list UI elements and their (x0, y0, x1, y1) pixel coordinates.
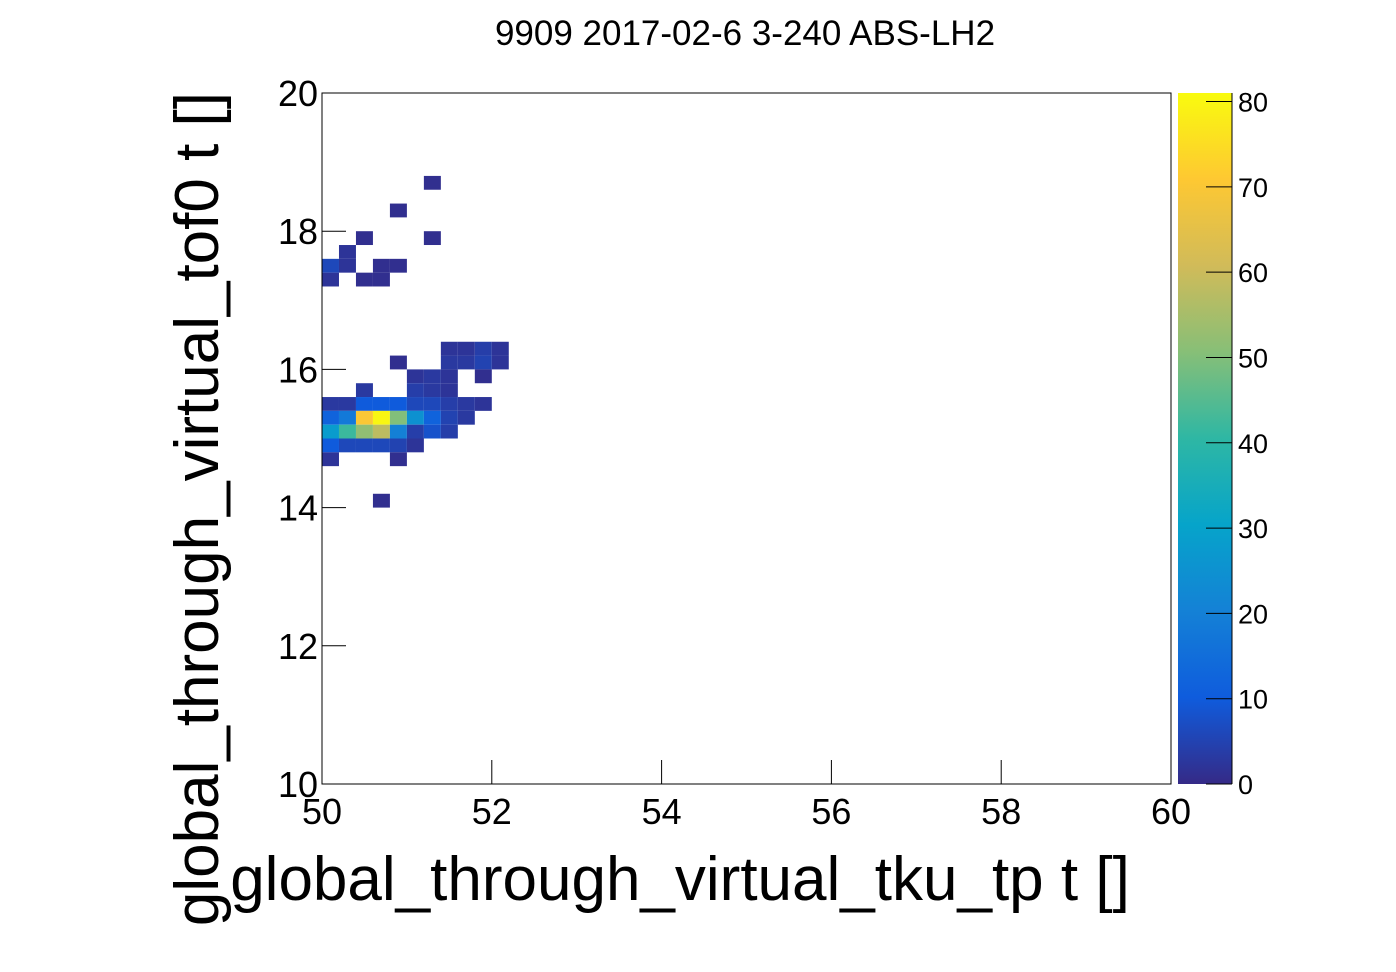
color-bar-tick-label: 70 (1238, 173, 1268, 203)
heatmap-cell (440, 355, 458, 370)
heatmap-cell (322, 258, 339, 273)
heatmap-cell (406, 369, 424, 384)
x-tick-label: 52 (472, 791, 512, 832)
color-bar-tick-label: 0 (1238, 770, 1253, 800)
heatmap-cell (440, 410, 458, 425)
plot-frame (321, 92, 1172, 785)
heatmap-cell (474, 369, 492, 384)
heatmap-cell (406, 424, 424, 439)
heatmap-cell (491, 341, 509, 356)
color-bar-tick-label: 80 (1238, 88, 1268, 118)
x-tick-label: 60 (1151, 791, 1191, 832)
heatmap-cell (389, 397, 407, 411)
heatmap-cell (322, 438, 339, 453)
heatmap-cell (322, 452, 339, 467)
heatmap-cell (389, 438, 407, 453)
color-bar-tick-label: 10 (1238, 685, 1268, 715)
heatmap-cell (389, 355, 407, 370)
heatmap-cell (423, 383, 441, 398)
x-tick-label: 58 (981, 791, 1021, 832)
heatmap-cell (423, 410, 441, 425)
heatmap-cell (355, 231, 373, 246)
heatmap-cell (355, 383, 373, 398)
heatmap-cell (457, 410, 475, 425)
heatmap-cell (338, 258, 356, 273)
x-tick-label: 56 (811, 791, 851, 832)
heatmap-cell (372, 397, 390, 411)
heatmap-cell (423, 175, 441, 190)
heatmap-cell (322, 410, 339, 425)
y-tick-label: 10 (278, 764, 318, 805)
y-tick-label: 12 (278, 626, 318, 667)
heatmap-cell (423, 369, 441, 384)
heatmap-cell (372, 258, 390, 273)
heatmap-cell (338, 438, 356, 453)
heatmap-cell (389, 410, 407, 425)
heatmap-cell (338, 410, 356, 425)
heatmap-cell (372, 493, 390, 508)
heatmap-cell (440, 397, 458, 411)
color-bar (1178, 93, 1232, 784)
heatmap-cell (406, 383, 424, 398)
x-tick-label: 50 (302, 791, 342, 832)
heatmap-cell (355, 397, 373, 411)
y-tick-label: 14 (278, 488, 318, 529)
color-bar-tick-label: 30 (1238, 514, 1268, 544)
y-tick-label: 16 (278, 349, 318, 390)
heatmap-cell (491, 355, 509, 370)
heatmap-cell (457, 341, 475, 356)
heatmap-cell (389, 258, 407, 273)
heatmap-cell (457, 355, 475, 370)
color-bar-tick-label: 20 (1238, 599, 1268, 629)
color-bar-tick-label: 60 (1238, 258, 1268, 288)
heatmap-cell (423, 397, 441, 411)
heatmap-cell (457, 397, 475, 411)
x-tick-label: 54 (642, 791, 682, 832)
heatmap-cell (406, 410, 424, 425)
y-tick-label: 18 (278, 211, 318, 252)
heatmap-cell (474, 341, 492, 356)
chart-title: 9909 2017-02-6 3-240 ABS-LH2 (495, 14, 995, 53)
y-axis-label: global_through_virtual_tof0 t [] (163, 92, 232, 926)
heatmap-cell (389, 424, 407, 439)
heatmap-cell (423, 424, 441, 439)
heatmap-cell (338, 424, 356, 439)
heatmap-cell (355, 410, 373, 425)
heatmap-cell (474, 355, 492, 370)
heatmap-cell (474, 397, 492, 411)
heatmap-cell (322, 424, 339, 439)
heatmap-cell (389, 452, 407, 467)
heatmap-cell (406, 397, 424, 411)
heatmap-cell (355, 438, 373, 453)
heatmap-cell (406, 438, 424, 453)
heatmap-cell (440, 424, 458, 439)
heatmap-cell (322, 397, 339, 411)
heatmap-cell (440, 341, 458, 356)
heatmap-cell (389, 203, 407, 218)
heatmap-cell (440, 383, 458, 398)
color-bar-tick-label: 40 (1238, 429, 1268, 459)
heatmap-cell (372, 424, 390, 439)
color-bar-tick-label: 50 (1238, 343, 1268, 373)
y-tick-label: 20 (278, 73, 318, 114)
heatmap-cell (423, 231, 441, 246)
heatmap-cell (338, 397, 356, 411)
x-axis-label: global_through_virtual_tku_tp t [] (230, 845, 1130, 914)
heatmap-cell (355, 424, 373, 439)
heatmap-cell (372, 272, 390, 287)
heatmap-cell (372, 438, 390, 453)
heatmap-cell (322, 272, 339, 287)
heatmap-cell (355, 272, 373, 287)
heatmap-cell (338, 245, 356, 259)
heatmap-cell (372, 410, 390, 425)
heatmap-cell (440, 369, 458, 384)
